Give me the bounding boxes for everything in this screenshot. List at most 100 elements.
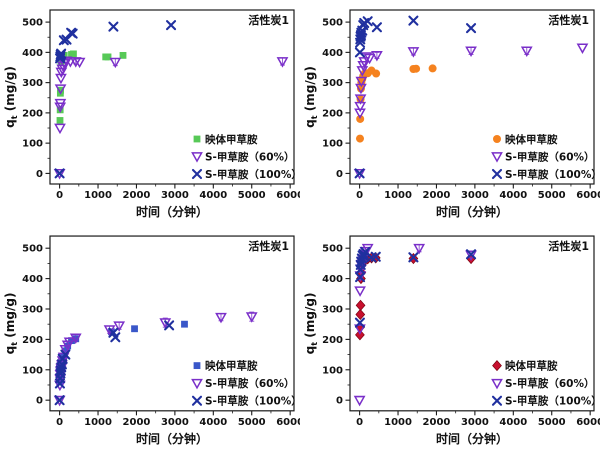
y-tick-label: 100 xyxy=(22,365,43,376)
data-point xyxy=(370,251,381,262)
x-tick-label: 0 xyxy=(356,417,363,428)
legend-label: S-甲草胺（60%） xyxy=(505,150,595,163)
x-tick-label: 4000 xyxy=(199,190,227,201)
x-tick-label: 1000 xyxy=(384,417,412,428)
series-0 xyxy=(355,64,437,143)
x-tick-label: 1000 xyxy=(84,190,112,201)
legend-label: S-甲草胺（100%） xyxy=(205,168,300,181)
x-tick-label: 2000 xyxy=(123,190,151,201)
data-point xyxy=(576,43,589,54)
y-tick-label: 500 xyxy=(22,244,43,255)
data-point xyxy=(53,395,66,407)
data-point xyxy=(276,57,289,68)
series-2 xyxy=(54,320,175,406)
y-tick-label: 300 xyxy=(322,78,343,89)
x-tick-label: 3000 xyxy=(461,190,489,201)
data-point xyxy=(67,28,78,39)
series-0 xyxy=(56,320,188,386)
series-0 xyxy=(355,252,476,341)
y-tick-label: 0 xyxy=(36,169,43,180)
data-point xyxy=(56,117,64,124)
data-point xyxy=(57,353,68,364)
y-tick-label: 0 xyxy=(336,396,343,407)
data-point xyxy=(408,15,419,26)
data-point xyxy=(372,69,381,78)
data-point xyxy=(371,22,382,33)
y-tick-label: 0 xyxy=(36,396,43,407)
data-point xyxy=(181,320,188,328)
y-tick-label: 300 xyxy=(322,304,343,315)
data-point xyxy=(428,64,437,73)
legend-label: S-甲草胺（60%） xyxy=(505,377,594,390)
series-2 xyxy=(54,20,177,179)
data-point xyxy=(353,395,366,407)
data-point xyxy=(58,35,69,46)
legend-marker-square xyxy=(193,362,201,370)
data-point xyxy=(354,324,366,335)
legend-label: 映体甲草胺 xyxy=(205,359,258,372)
data-point xyxy=(355,272,366,283)
data-point xyxy=(353,169,366,180)
y-tick-label: 400 xyxy=(322,274,343,285)
y-tick-label: 400 xyxy=(22,48,43,59)
legend-label: 映体甲草胺 xyxy=(505,133,558,146)
y-tick-label: 200 xyxy=(22,335,43,346)
data-point xyxy=(355,299,366,311)
data-point xyxy=(69,333,82,345)
data-point xyxy=(131,325,138,333)
data-point xyxy=(53,169,66,180)
panel-title: 活性炭1 xyxy=(248,13,289,27)
data-point xyxy=(355,134,364,143)
data-point xyxy=(413,243,426,255)
legend-marker-diamond xyxy=(492,360,502,372)
x-tick-label: 3000 xyxy=(161,190,189,201)
panel-title: 活性炭1 xyxy=(248,239,289,253)
y-axis-label: qt (mg/g) xyxy=(303,66,319,128)
legend-marker-x xyxy=(491,168,503,180)
data-point xyxy=(54,123,66,135)
data-point xyxy=(363,53,376,65)
data-point xyxy=(164,320,175,331)
legend-label: S-甲草胺（100%） xyxy=(505,395,600,408)
legend-marker-triangle-open xyxy=(491,152,503,163)
y-tick-label: 500 xyxy=(322,244,343,255)
data-point xyxy=(520,46,533,57)
data-point xyxy=(56,106,64,114)
series-1 xyxy=(353,243,477,407)
data-point xyxy=(110,332,121,343)
x-tick-label: 2000 xyxy=(123,417,151,428)
data-point xyxy=(56,362,67,373)
data-point xyxy=(465,23,477,34)
y-tick-label: 500 xyxy=(22,18,43,29)
data-point xyxy=(61,347,69,355)
legend: 映体甲草胺 S-甲草胺（60%） S-甲草胺（100%） xyxy=(491,359,600,408)
data-point xyxy=(407,47,420,58)
legend: 映体甲草胺 S-甲草胺（60%） S-甲草胺（100%） xyxy=(491,133,600,181)
data-point xyxy=(70,50,77,58)
data-point xyxy=(63,337,76,348)
data-point xyxy=(54,98,67,110)
data-point xyxy=(73,57,86,69)
data-point xyxy=(165,20,177,31)
y-axis-label: qt (mg/g) xyxy=(3,66,19,128)
legend-marker-x xyxy=(491,395,503,406)
legend-marker-triangle-open xyxy=(191,152,203,163)
x-tick-label: 2000 xyxy=(423,417,451,428)
data-point xyxy=(54,168,65,179)
data-point xyxy=(356,84,365,93)
x-tick-label: 5000 xyxy=(538,190,566,201)
y-tick-label: 400 xyxy=(322,48,343,59)
x-tick-label: 0 xyxy=(56,417,63,428)
legend-label: S-甲草胺（100%） xyxy=(205,395,300,408)
legend-label: 映体甲草胺 xyxy=(205,133,258,146)
x-tick-label: 5000 xyxy=(238,417,266,428)
series-1 xyxy=(53,311,258,407)
data-point xyxy=(113,321,126,332)
data-point xyxy=(371,51,383,62)
data-point xyxy=(356,114,365,123)
